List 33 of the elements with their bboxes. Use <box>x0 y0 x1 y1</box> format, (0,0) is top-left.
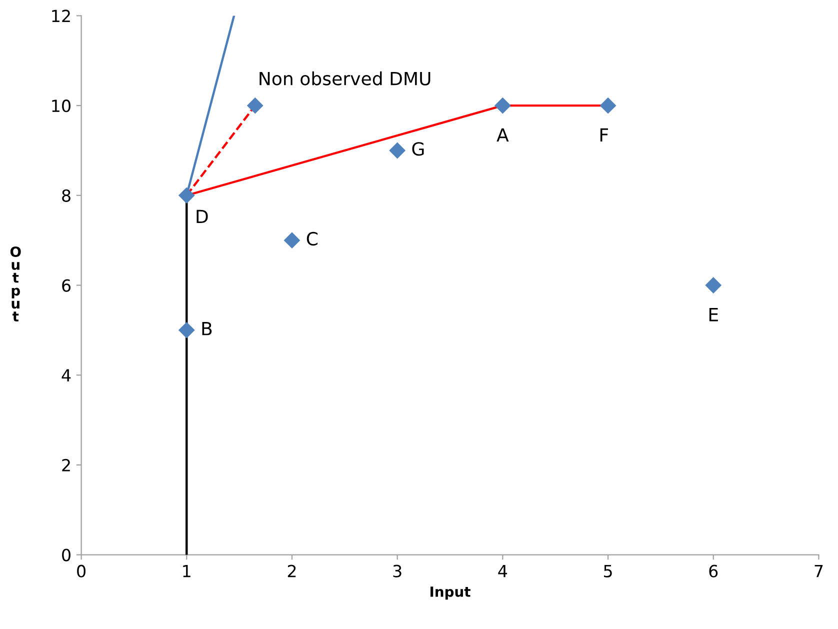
x-tick-label: 0 <box>77 564 86 578</box>
point <box>494 97 511 114</box>
x-tick-label: 1 <box>183 565 190 578</box>
point <box>284 232 300 249</box>
point <box>705 277 722 294</box>
point <box>246 97 264 114</box>
annotation: Non observed DMU <box>260 71 430 86</box>
annotation: G <box>412 142 424 156</box>
x-tick-label: 4 <box>498 565 508 578</box>
point <box>600 97 616 114</box>
annotation: A <box>496 128 509 142</box>
y-tick-label: 0 <box>62 548 70 562</box>
y-tick-label: 6 <box>62 279 71 292</box>
x-tick-label: 6 <box>709 564 718 578</box>
point <box>178 187 195 204</box>
point <box>389 142 406 159</box>
y-tick-label: 4 <box>62 369 71 382</box>
y-tick-label: 12 <box>52 10 70 22</box>
annotation: B <box>202 322 212 336</box>
x-tick-label: 5 <box>604 565 612 578</box>
point <box>178 322 195 338</box>
annotation: C <box>306 232 318 246</box>
annotation: E <box>709 308 718 322</box>
annotation: D <box>196 210 208 224</box>
y-tick-label: 10 <box>52 100 70 112</box>
x-axis-title: Input <box>430 586 470 600</box>
x-tick-label: 7 <box>814 565 823 578</box>
x-tick-label: 3 <box>393 564 402 578</box>
x-tick-label: 2 <box>288 564 296 578</box>
annotation: F <box>600 128 608 142</box>
y-tick-label: 2 <box>62 458 70 472</box>
y-axis-title: Output <box>10 246 21 322</box>
y-tick-label: 8 <box>62 189 70 202</box>
